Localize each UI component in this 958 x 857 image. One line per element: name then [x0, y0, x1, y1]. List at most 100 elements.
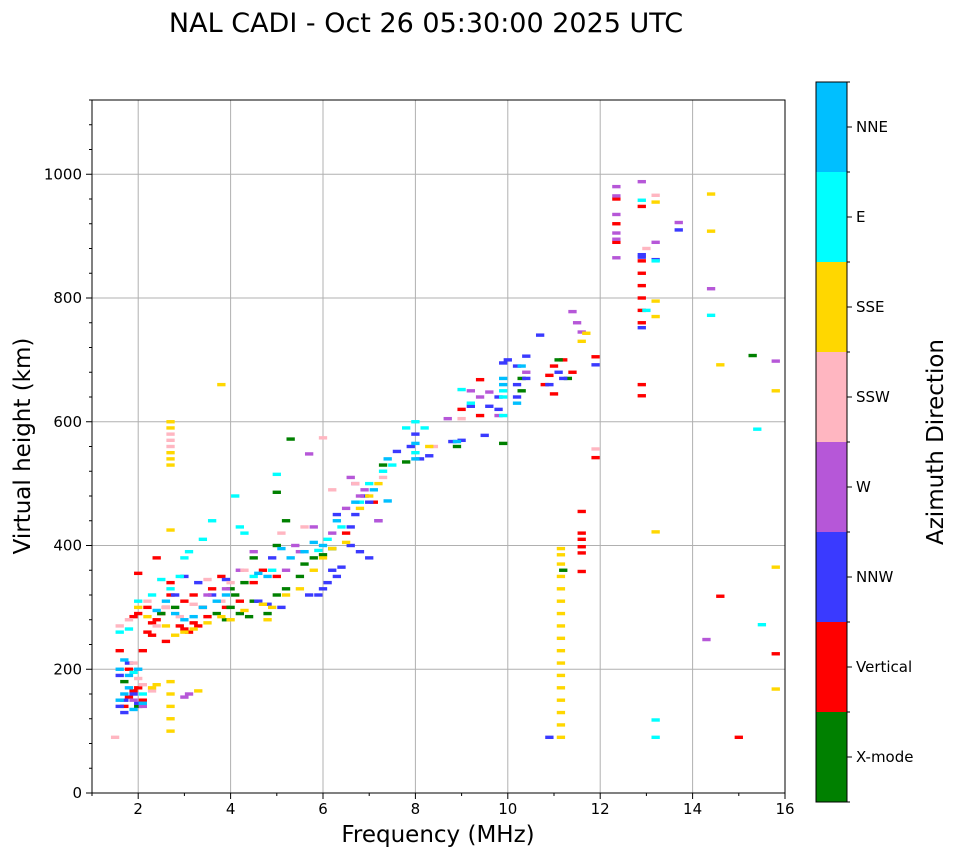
data-point [612, 256, 621, 260]
x-tick-label: 10 [498, 800, 517, 818]
data-point [591, 363, 600, 367]
data-point [249, 574, 258, 579]
data-point [138, 701, 147, 705]
data-point [374, 519, 383, 523]
data-point [147, 593, 157, 597]
data-point [612, 237, 621, 241]
data-point [383, 457, 392, 461]
data-point [365, 556, 374, 560]
data-point [189, 621, 198, 625]
data-point [143, 599, 152, 603]
data-point [378, 475, 388, 480]
data-point [328, 546, 337, 551]
data-point [318, 553, 328, 557]
data-point [556, 735, 566, 740]
data-point [152, 556, 161, 560]
data-point [337, 525, 346, 529]
data-point [115, 667, 124, 671]
data-point [314, 593, 323, 597]
data-point [392, 449, 402, 454]
data-point [556, 698, 566, 702]
data-point [147, 621, 157, 625]
data-point [651, 240, 660, 245]
data-point [612, 212, 621, 217]
data-point [143, 630, 152, 634]
y-tick-label: 400 [53, 537, 82, 555]
data-point [138, 683, 147, 687]
data-point [383, 499, 392, 503]
data-point [244, 614, 254, 619]
data-point [318, 587, 328, 591]
data-point [563, 376, 573, 381]
data-point [281, 587, 291, 591]
data-point [166, 717, 175, 721]
data-point [134, 605, 143, 610]
data-point [115, 704, 124, 709]
data-point [134, 701, 143, 705]
data-point [637, 296, 646, 300]
data-point [346, 475, 355, 480]
data-point [341, 540, 351, 545]
data-point [138, 648, 147, 653]
data-point [706, 192, 716, 196]
data-point [452, 439, 462, 444]
data-point [207, 519, 217, 523]
colorbar-label: Azimuth Direction [923, 339, 949, 545]
data-point [448, 439, 457, 444]
data-point [651, 530, 660, 534]
data-point [499, 361, 508, 365]
data-point [124, 618, 134, 622]
data-point [134, 667, 143, 671]
data-point [346, 525, 355, 529]
y-axis-ticks: 0 200 400 600 800 1000 [44, 99, 92, 802]
data-point [582, 331, 591, 335]
data-point [540, 382, 549, 387]
data-point [180, 630, 189, 634]
data-point [221, 587, 231, 591]
data-point [443, 416, 452, 421]
series-sse [134, 192, 780, 740]
data-point [457, 438, 466, 443]
data-point [556, 611, 566, 616]
data-point [115, 648, 124, 653]
data-point [166, 587, 175, 591]
data-point [281, 593, 291, 597]
data-point [651, 193, 660, 197]
data-point [291, 543, 300, 548]
data-point [360, 488, 369, 492]
data-point [642, 246, 651, 251]
data-point [415, 457, 425, 461]
data-point [452, 444, 462, 449]
data-point [637, 255, 646, 259]
data-point [378, 469, 388, 473]
data-point [281, 568, 291, 572]
data-point [152, 683, 161, 687]
colorbar-segment [816, 82, 847, 172]
data-point [556, 574, 566, 579]
data-point [295, 574, 305, 579]
data-point [328, 488, 337, 492]
data-point [637, 204, 646, 209]
colorbar-segment [816, 622, 847, 712]
data-point [556, 723, 566, 727]
data-point [221, 577, 231, 582]
grid-lines [92, 100, 785, 793]
data-point [263, 611, 272, 616]
data-point [124, 686, 134, 690]
colorbar-segment [816, 532, 847, 622]
data-point [143, 605, 152, 610]
data-point [549, 364, 559, 368]
data-point [411, 450, 420, 455]
data-point [277, 546, 286, 551]
data-point [411, 432, 420, 436]
data-point [651, 259, 660, 263]
data-point [277, 531, 286, 535]
data-point [568, 309, 577, 314]
data-point [637, 259, 646, 263]
data-point [166, 463, 175, 467]
data-point [304, 452, 314, 456]
colorbar-segment [816, 172, 847, 262]
data-point [429, 444, 439, 449]
data-point [355, 494, 365, 498]
